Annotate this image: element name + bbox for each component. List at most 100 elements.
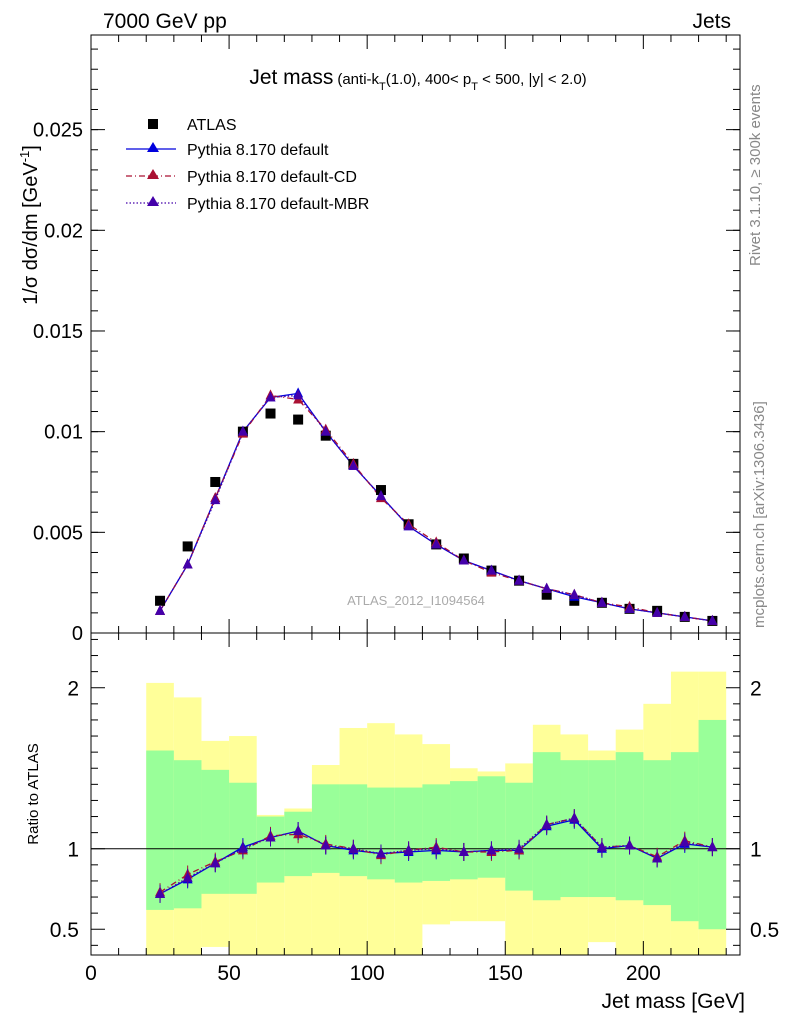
main-atlas-point — [293, 414, 304, 425]
ratio-point-2 — [624, 839, 635, 850]
legend-marker-default — [147, 142, 159, 152]
ratio-point-2 — [431, 842, 442, 853]
ratio-point-2 — [569, 812, 580, 823]
title-sub-t: T — [379, 81, 386, 93]
ratio-band-inner — [339, 784, 368, 877]
legend-marker-atlas — [148, 119, 158, 129]
main-panel: 0 0.005 0.01 0.015 0.02 0.025 Jet mass (anti-k… — [17, 34, 741, 645]
ratio-band-inner — [394, 787, 423, 883]
ratio-bands — [146, 671, 727, 955]
main-mc-point-3 — [182, 558, 193, 569]
ratio-band-inner — [615, 752, 644, 901]
main-mc-point-3 — [320, 425, 331, 436]
ratio-band-inner — [256, 816, 285, 883]
main-atlas-point — [155, 595, 166, 606]
ratio-band-inner — [643, 760, 671, 906]
ratio-point-2 — [348, 842, 359, 853]
ratio-point-2 — [541, 818, 552, 829]
title-sub-t2: T — [471, 81, 478, 93]
ratio-ytick-label-right: 2 — [750, 678, 762, 701]
main-atlas-point — [210, 476, 221, 487]
main-atlas-point — [182, 541, 193, 552]
legend-label-mbr: Pythia 8.170 default-MBR — [187, 196, 369, 213]
main-mc-point-3 — [596, 596, 607, 607]
ratio-point-2 — [514, 842, 525, 853]
legend: ATLAS Pythia 8.170 default Pythia 8.170 … — [126, 117, 369, 213]
main-ytick-label: 0.02 — [44, 220, 83, 242]
ratio-point-2 — [486, 844, 497, 855]
ratio-point-2 — [403, 844, 414, 855]
main-mc-point-3 — [348, 459, 359, 470]
watermark: ATLAS_2012_I1094564 — [347, 593, 485, 608]
ratio-point-2 — [679, 836, 690, 847]
main-ticks: 0 0.005 0.01 0.015 0.02 0.025 — [33, 35, 740, 645]
main-mc-point-3 — [486, 564, 497, 575]
ratio-band-inner — [284, 811, 312, 877]
legend-label-cd: Pythia 8.170 default-CD — [187, 169, 357, 186]
main-atlas-point — [569, 595, 580, 606]
ratio-point-2 — [375, 847, 386, 858]
main-mc-point-3 — [569, 588, 580, 599]
ratio-band-inner — [201, 769, 230, 894]
ratio-xtick-label: 150 — [488, 962, 523, 985]
main-ytick-label: 0.025 — [33, 120, 83, 142]
main-mc-point-3 — [652, 606, 663, 617]
main-ytick-label: 0.015 — [33, 321, 83, 343]
header-left: 7000 GeV pp — [103, 10, 227, 33]
main-ylabel-sup: -1 — [17, 151, 32, 163]
main-mc-point-3 — [541, 582, 552, 593]
ratio-ticks: 0.5 0.5 1 1 2 2 0 50 100 150 200 — [50, 633, 779, 985]
ratio-ytick-label: 2 — [67, 678, 79, 701]
ratio-point-2 — [182, 871, 193, 882]
ratio-series — [155, 809, 718, 903]
main-mc-point-3 — [624, 602, 635, 613]
main-ylabel-text: 1/σ dσ/dm [GeV — [20, 162, 42, 305]
ratio-ytick-label: 0.5 — [50, 919, 79, 942]
ratio-point-2 — [596, 841, 607, 852]
ratio-point-2 — [265, 831, 276, 842]
main-mc-point-3 — [458, 554, 469, 565]
ratio-band-inner — [698, 719, 727, 930]
main-atlas-point — [320, 430, 331, 441]
main-ytick-label: 0.005 — [33, 522, 83, 544]
ratio-point-2 — [155, 887, 166, 898]
main-mc-point-3 — [293, 389, 304, 400]
x-axis-label: Jet mass [GeV] — [601, 990, 745, 1013]
ratio-xtick-label: 0 — [85, 962, 97, 985]
main-mc-point-3 — [210, 494, 221, 505]
ratio-point-2 — [210, 857, 221, 868]
ratio-band-inner — [422, 784, 451, 881]
ratio-plot-frame — [90, 632, 741, 956]
ratio-band-inner — [477, 776, 506, 878]
ratio-ytick-label-right: 1 — [750, 839, 762, 862]
ratio-xtick-label: 200 — [626, 962, 661, 985]
ratio-point-2 — [237, 842, 248, 853]
main-ylabel: 1/σ dσ/dm [GeV-1] — [17, 145, 42, 305]
ratio-band-inner — [450, 781, 478, 880]
legend-marker-mbr — [147, 196, 159, 206]
main-mc-point-3 — [431, 538, 442, 549]
title-detail3: < 500, |y| < 2.0) — [478, 71, 587, 88]
rivet-label: Rivet 3.1.10, ≥ 300k events — [747, 84, 764, 266]
header-right: Jets — [692, 10, 731, 33]
ratio-point-2 — [458, 845, 469, 856]
ratio-panel: 0.5 0.5 1 1 2 2 0 50 100 150 200 Ratio to ATLAS Je… — [25, 632, 779, 1013]
title-detail: (anti-k — [337, 71, 379, 88]
ratio-ytick-label-right: 0.5 — [750, 919, 779, 942]
main-ylabel-end: ] — [20, 145, 42, 151]
main-mc-point-3 — [403, 520, 414, 531]
ratio-point-2 — [320, 839, 331, 850]
ratio-point-2 — [293, 825, 304, 836]
main-series — [155, 387, 718, 626]
main-mc-point-3 — [155, 604, 166, 615]
main-title: Jet mass (anti-kT(1.0), 400< pT < 500, |y… — [249, 66, 586, 93]
ratio-xtick-label: 100 — [350, 962, 385, 985]
main-ytick-label: 0 — [72, 623, 83, 645]
main-mc-point-3 — [375, 490, 386, 501]
title-detail2: (1.0), 400< p — [386, 71, 471, 88]
main-atlas-point — [375, 485, 386, 496]
legend-label-default: Pythia 8.170 default — [187, 142, 329, 159]
main-atlas-point — [265, 408, 276, 419]
ratio-band-inner — [367, 787, 395, 880]
main-mc-point-3 — [514, 574, 525, 585]
